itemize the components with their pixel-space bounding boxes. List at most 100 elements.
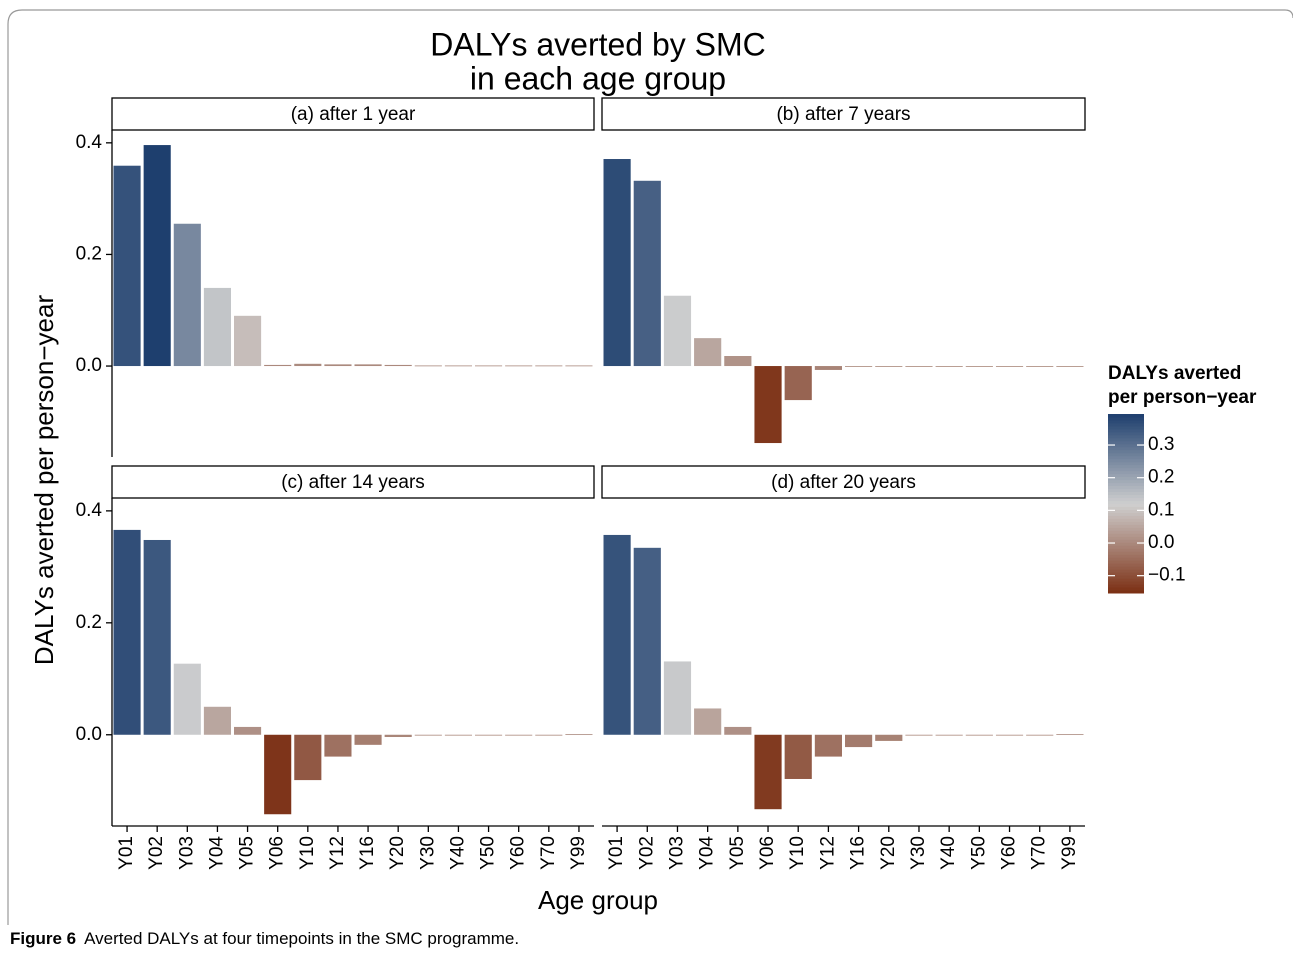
legend-title: DALYs averted <box>1108 363 1241 384</box>
x-tick-label: Y99 <box>1059 836 1080 870</box>
colorbar-step <box>1108 569 1144 573</box>
bar <box>354 734 382 745</box>
x-tick-label: Y01 <box>116 836 137 870</box>
y-tick-label: 0.0 <box>76 724 102 745</box>
bar <box>845 734 873 748</box>
colorbar-step <box>1108 497 1144 502</box>
bar <box>814 366 842 370</box>
colorbar-step <box>1108 500 1144 504</box>
x-tick-label: Y01 <box>606 836 627 870</box>
colorbar-step <box>1108 509 1144 513</box>
legend-tick-label: 0.2 <box>1148 467 1174 488</box>
y-tick-label: 0.2 <box>76 612 102 633</box>
colorbar-step <box>1108 557 1144 561</box>
caption-text: Averted DALYs at four timepoints in the … <box>84 929 519 948</box>
bar <box>384 734 412 738</box>
x-axis-label: Age group <box>538 885 658 915</box>
bar <box>724 355 752 367</box>
bar <box>444 365 472 367</box>
colorbar-step <box>1108 470 1144 475</box>
strip <box>601 97 1086 131</box>
x-tick-label: Y10 <box>297 836 318 870</box>
colorbar-step <box>1108 467 1144 472</box>
colorbar-step <box>1108 425 1144 430</box>
colorbar-step <box>1108 581 1144 585</box>
colorbar-step <box>1108 440 1144 445</box>
colorbar-step <box>1108 542 1144 546</box>
colorbar-step <box>1108 464 1144 469</box>
bar <box>505 365 533 367</box>
x-tick-label: Y60 <box>999 836 1020 870</box>
x-tick-label: Y50 <box>478 836 499 870</box>
colorbar-step <box>1108 437 1144 442</box>
x-tick-label: Y70 <box>538 836 559 870</box>
x-tick-label: Y60 <box>508 836 529 870</box>
x-tick-label: Y02 <box>146 836 167 870</box>
x-tick-label: Y10 <box>787 836 808 870</box>
strip-label: (a) after 1 year <box>291 104 416 125</box>
bar <box>1056 734 1084 736</box>
x-tick-label: Y16 <box>357 836 378 870</box>
colorbar-step <box>1108 527 1144 531</box>
y-tick-label: 0.2 <box>76 243 102 264</box>
colorbar-step <box>1108 488 1144 493</box>
bar <box>475 734 503 736</box>
x-tick-label: Y03 <box>176 836 197 870</box>
bar <box>784 366 812 401</box>
x-tick-label: Y50 <box>968 836 989 870</box>
caption-label: Figure 6 <box>10 929 76 948</box>
y-tick-label: 0.4 <box>76 132 103 153</box>
legend-tick-label: −0.1 <box>1148 565 1186 586</box>
bar <box>264 734 292 815</box>
figure-frame <box>7 9 1293 925</box>
bar <box>875 366 903 367</box>
bar <box>475 365 503 367</box>
bar <box>565 734 593 736</box>
bar <box>234 726 262 735</box>
colorbar-step <box>1108 578 1144 582</box>
bar <box>603 534 631 735</box>
x-tick-label: Y02 <box>636 836 657 870</box>
bar <box>414 365 442 367</box>
colorbar-step <box>1108 587 1144 591</box>
colorbar-step <box>1108 536 1144 540</box>
colorbar-step <box>1108 566 1144 570</box>
colorbar-step <box>1108 515 1144 519</box>
bar <box>414 734 442 736</box>
bar <box>724 726 752 735</box>
bar <box>965 734 993 736</box>
bar <box>444 734 472 736</box>
y-axis-label: DALYs averted per person−year <box>29 295 59 666</box>
caption: Figure 6 Averted DALYs at four timepoints… <box>10 929 519 948</box>
bar <box>324 734 352 757</box>
colorbar-step <box>1108 414 1144 418</box>
x-tick-label: Y99 <box>568 836 589 870</box>
bar <box>694 338 722 367</box>
strip <box>111 97 595 131</box>
colorbar-step <box>1108 455 1144 460</box>
bar <box>633 547 661 735</box>
x-tick-label: Y40 <box>938 836 959 870</box>
colorbar-step <box>1108 428 1144 433</box>
bar <box>113 529 141 735</box>
colorbar-step <box>1108 491 1144 496</box>
colorbar-step <box>1108 545 1144 549</box>
bar <box>234 315 262 367</box>
bar <box>754 734 782 810</box>
x-tick-label: Y40 <box>447 836 468 870</box>
colorbar-step <box>1108 512 1144 516</box>
bar <box>143 145 171 367</box>
chart-title: in each age group <box>470 60 726 96</box>
strip <box>111 465 595 499</box>
colorbar-step <box>1108 461 1144 466</box>
colorbar-step <box>1108 506 1144 510</box>
bar <box>784 734 812 779</box>
bar <box>173 663 201 735</box>
colorbar-step <box>1108 443 1144 448</box>
bar <box>633 180 661 367</box>
colorbar-step <box>1108 476 1144 481</box>
bar <box>663 661 692 735</box>
colorbar-step <box>1108 458 1144 463</box>
colorbar-step <box>1108 521 1144 525</box>
